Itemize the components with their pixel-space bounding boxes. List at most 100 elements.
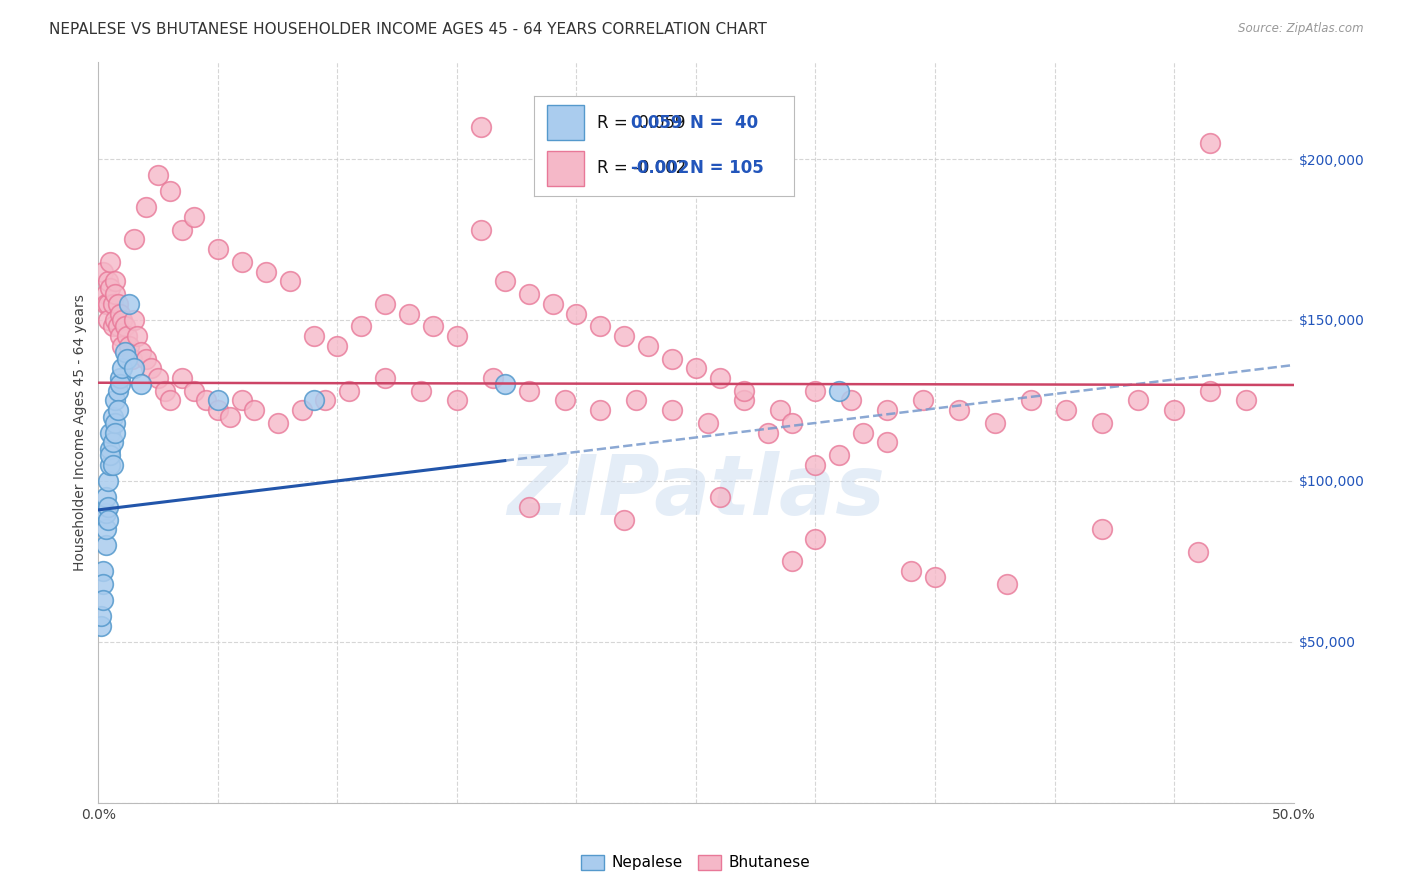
Point — [637, 339, 659, 353]
Point — [148, 168, 170, 182]
Point — [97, 474, 120, 488]
Point — [589, 319, 612, 334]
FancyBboxPatch shape — [547, 105, 583, 140]
Point — [115, 329, 138, 343]
Point — [207, 393, 229, 408]
Point — [804, 384, 827, 398]
Point — [709, 371, 731, 385]
Point — [98, 281, 122, 295]
Point — [94, 538, 117, 552]
Text: ZIPatlas: ZIPatlas — [508, 451, 884, 533]
Point — [494, 377, 516, 392]
Point — [626, 393, 648, 408]
Point — [124, 232, 146, 246]
Point — [90, 609, 112, 624]
Point — [841, 393, 863, 408]
Point — [101, 409, 124, 424]
Point — [90, 619, 112, 633]
Point — [98, 425, 122, 440]
Point — [131, 345, 153, 359]
Point — [159, 184, 181, 198]
Point — [108, 371, 131, 385]
Point — [107, 297, 129, 311]
Point — [98, 442, 122, 456]
Point — [613, 329, 636, 343]
Point — [517, 384, 540, 398]
Point — [541, 297, 564, 311]
Point — [1056, 403, 1078, 417]
Text: N = 105: N = 105 — [690, 159, 763, 177]
Point — [1199, 384, 1222, 398]
Point — [114, 345, 136, 359]
Point — [768, 403, 790, 417]
Point — [97, 297, 120, 311]
Point — [326, 339, 349, 353]
Point — [104, 287, 127, 301]
Point — [1091, 522, 1114, 536]
Point — [98, 448, 122, 462]
Point — [135, 351, 157, 366]
Point — [231, 393, 253, 408]
Point — [446, 329, 468, 343]
Point — [111, 313, 134, 327]
Point — [101, 458, 124, 472]
Point — [470, 223, 492, 237]
Point — [780, 554, 803, 568]
Point — [709, 490, 731, 504]
Point — [183, 210, 205, 224]
Point — [374, 371, 396, 385]
Point — [697, 416, 720, 430]
Point — [195, 393, 218, 408]
Point — [104, 416, 127, 430]
Point — [517, 287, 540, 301]
Y-axis label: Householder Income Ages 45 - 64 years: Householder Income Ages 45 - 64 years — [73, 294, 87, 571]
Point — [219, 409, 242, 424]
FancyBboxPatch shape — [547, 152, 583, 186]
Point — [94, 490, 117, 504]
Point — [111, 361, 134, 376]
Point — [97, 500, 120, 514]
Text: R = -0.002: R = -0.002 — [596, 159, 686, 177]
Point — [733, 393, 755, 408]
Text: 0.059: 0.059 — [630, 114, 683, 132]
Point — [291, 403, 314, 417]
Point — [1128, 393, 1150, 408]
Point — [339, 384, 361, 398]
Point — [494, 274, 516, 288]
Point — [554, 393, 576, 408]
Text: Source: ZipAtlas.com: Source: ZipAtlas.com — [1239, 22, 1364, 36]
Point — [124, 361, 146, 376]
Point — [104, 313, 127, 327]
Point — [118, 339, 141, 353]
Point — [148, 371, 170, 385]
Point — [94, 287, 117, 301]
Point — [97, 313, 120, 327]
Point — [1187, 545, 1209, 559]
Point — [91, 577, 114, 591]
Point — [94, 506, 117, 520]
Point — [101, 435, 124, 450]
Point — [107, 319, 129, 334]
Point — [104, 393, 127, 408]
Point — [107, 403, 129, 417]
Point — [108, 306, 131, 320]
Point — [139, 361, 162, 376]
Point — [828, 448, 851, 462]
Point — [124, 313, 146, 327]
Point — [398, 306, 420, 320]
Point — [852, 425, 875, 440]
Point — [804, 532, 827, 546]
Point — [995, 577, 1018, 591]
Point — [101, 319, 124, 334]
Point — [924, 570, 946, 584]
Point — [91, 564, 114, 578]
Point — [159, 393, 181, 408]
Point — [876, 435, 898, 450]
Point — [135, 200, 157, 214]
Point — [948, 403, 970, 417]
Point — [278, 274, 301, 288]
Text: R =  0.059: R = 0.059 — [596, 114, 685, 132]
Point — [207, 242, 229, 256]
Point — [911, 393, 934, 408]
Point — [97, 274, 120, 288]
